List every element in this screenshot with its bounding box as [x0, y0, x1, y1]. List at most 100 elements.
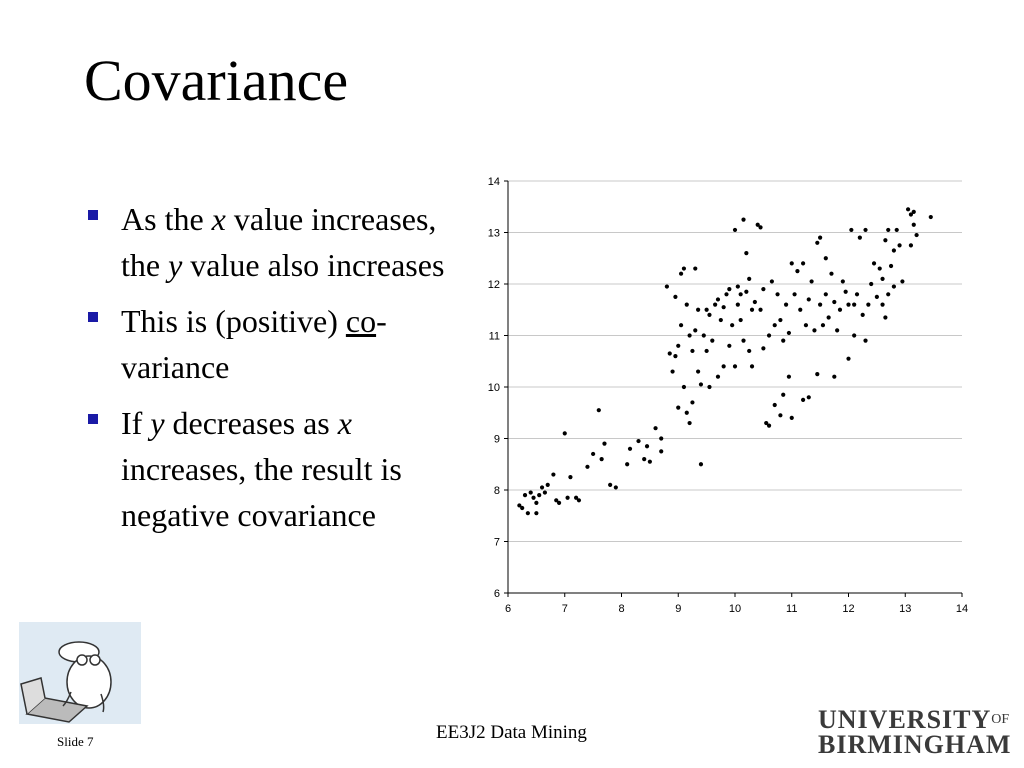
data-point-22 [596, 408, 601, 413]
data-point-3 [525, 511, 530, 516]
data-point-20 [585, 464, 590, 469]
data-point-105 [781, 338, 786, 343]
data-point-93 [761, 346, 766, 351]
bullet-list: As the x value increases, the y value al… [88, 196, 468, 548]
data-point-100 [772, 323, 777, 328]
slide-title: Covariance [84, 48, 349, 113]
data-point-5 [531, 495, 536, 500]
data-point-130 [832, 374, 837, 379]
y-tick-label-11: 11 [489, 331, 500, 343]
x-tick-label-10: 10 [729, 603, 741, 615]
data-point-129 [829, 271, 834, 276]
data-point-167 [914, 232, 919, 238]
data-point-94 [761, 287, 766, 292]
data-point-21 [591, 451, 596, 457]
data-point-43 [678, 323, 684, 328]
y-tick-label-7: 7 [494, 537, 500, 549]
data-point-18 [574, 495, 579, 500]
data-point-86 [747, 348, 752, 354]
data-point-92 [758, 307, 763, 312]
data-point-157 [888, 263, 894, 269]
data-point-89 [752, 299, 757, 305]
data-point-124 [818, 235, 823, 240]
data-point-123 [818, 302, 823, 307]
scatter-chart: 6 7 8 9 10 11 12 13 14 6 7 8 9 10 11 12 13 14 [488, 176, 968, 615]
data-point-69 [721, 305, 726, 310]
data-point-153 [883, 238, 888, 243]
data-point-146 [866, 302, 871, 307]
data-point-135 [843, 289, 848, 294]
y-tick-label-12: 12 [488, 279, 500, 291]
bullet-2-text-a: This is (positive) [121, 303, 346, 339]
bullet-3-text-a: If [121, 405, 151, 441]
data-point-143 [860, 312, 865, 317]
data-point-168 [928, 214, 933, 220]
data-point-71 [724, 292, 729, 297]
data-point-55 [696, 307, 701, 312]
x-tick-label-14: 14 [956, 603, 968, 615]
data-point-110 [789, 261, 794, 266]
data-point-30 [642, 457, 647, 462]
data-point-152 [880, 276, 885, 281]
logo-line-2: BIRMINGHAM [818, 730, 1012, 759]
data-point-1 [520, 505, 525, 511]
data-point-60 [704, 348, 709, 354]
data-point-15 [562, 431, 567, 436]
y-tick-label-10: 10 [488, 382, 500, 394]
data-point-163 [905, 207, 911, 212]
data-point-99 [772, 402, 777, 408]
data-point-166 [911, 222, 916, 227]
data-point-24 [602, 441, 607, 446]
data-point-85 [747, 276, 752, 281]
data-point-54 [693, 328, 698, 333]
data-point-133 [837, 307, 843, 312]
data-point-77 [735, 284, 740, 289]
data-point-34 [659, 449, 664, 454]
data-point-136 [846, 302, 851, 307]
data-point-50 [687, 420, 692, 426]
data-point-145 [863, 338, 868, 343]
data-point-117 [806, 395, 811, 400]
data-point-114 [801, 397, 806, 402]
data-point-29 [636, 438, 641, 444]
data-point-40 [673, 354, 678, 359]
data-point-108 [786, 330, 792, 336]
data-point-13 [554, 498, 559, 503]
bullet-1-text-a: As the [121, 201, 212, 237]
data-point-0 [517, 503, 522, 508]
x-tick-label-9: 9 [675, 603, 681, 615]
x-tick-label-12: 12 [842, 603, 854, 615]
data-point-33 [653, 426, 658, 431]
bullet-1-var-y: y [168, 247, 183, 283]
data-point-112 [795, 269, 800, 274]
data-point-115 [801, 261, 806, 266]
data-point-42 [676, 343, 681, 348]
data-point-7 [534, 511, 539, 516]
data-point-139 [852, 333, 857, 338]
data-point-52 [690, 400, 695, 405]
bullet-1-text-b: value increases, the [121, 201, 437, 283]
data-point-51 [690, 348, 695, 354]
bullet-3-text-c: increases, the result is negative covari… [121, 451, 402, 533]
data-point-28 [627, 446, 633, 451]
data-point-120 [812, 328, 817, 333]
data-point-127 [823, 256, 828, 261]
data-point-73 [727, 287, 732, 292]
data-point-32 [647, 459, 652, 464]
data-point-103 [778, 317, 783, 323]
data-point-159 [891, 284, 896, 289]
data-point-68 [718, 317, 723, 323]
data-point-141 [854, 292, 860, 297]
person-at-laptop-cartoon-icon [19, 622, 141, 724]
data-point-38 [670, 369, 675, 374]
data-point-74 [730, 323, 735, 328]
data-point-90 [755, 222, 760, 227]
data-point-161 [897, 243, 902, 248]
slide-number: Slide 7 [57, 734, 94, 749]
data-point-75 [732, 227, 738, 233]
x-tick-label-11: 11 [786, 603, 797, 615]
data-point-19 [576, 498, 582, 503]
data-point-97 [766, 333, 772, 338]
data-point-36 [664, 284, 669, 289]
data-point-140 [852, 302, 857, 307]
